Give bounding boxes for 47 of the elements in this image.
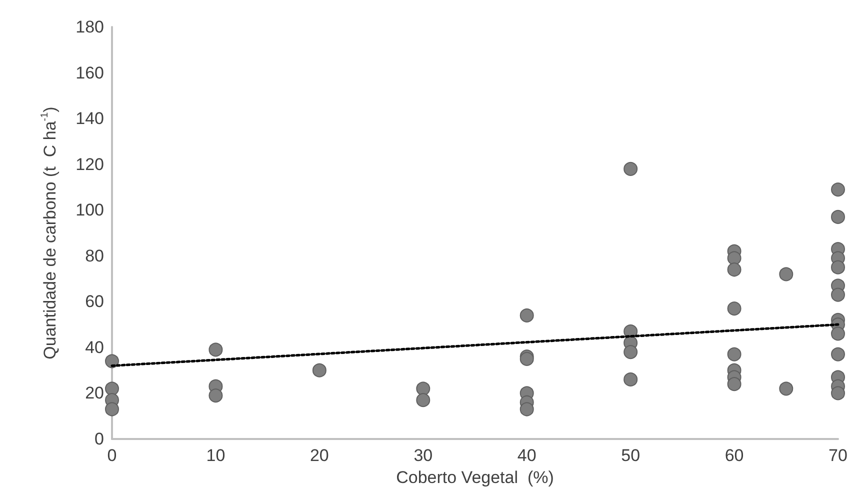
point [727,251,742,266]
x-tick-label: 70 [828,446,848,465]
point [831,210,845,224]
y-tick-label: 120 [76,154,104,174]
point [779,267,794,282]
y-axis-title: Quantidade de carbono (t C ha-1) [40,106,60,360]
y-tick-label: 140 [76,109,104,128]
point [105,382,119,396]
point [831,347,845,362]
point [831,182,845,197]
point [416,382,430,396]
y-tick-label: 60 [85,292,104,312]
point [208,342,223,357]
y-tick-label: 0 [94,430,104,448]
y-tick-label: 180 [76,18,104,36]
x-tick-label: 60 [724,446,744,465]
point [105,402,119,416]
y-tick-label: 80 [85,246,104,266]
point [105,354,119,368]
point [831,386,845,400]
point [779,382,794,396]
y-tick-label: 160 [76,63,104,82]
x-tick-label: 0 [107,446,117,465]
x-tick-label: 10 [206,446,226,465]
point [624,162,638,176]
point [624,345,638,360]
point [727,302,742,316]
point [727,262,742,277]
point [831,260,845,274]
x-axis-title: Coberto Vegetal (%) [396,468,554,487]
point [727,377,742,392]
point [624,372,638,386]
point [831,326,845,341]
x-tick-label: 20 [310,446,329,465]
y-tick-label: 40 [85,338,104,357]
y-tick-label: 100 [76,200,104,220]
point [416,393,430,408]
x-tick-label: 50 [621,446,640,465]
point [727,347,742,362]
point [831,288,845,302]
y-tick-label: 20 [85,384,104,403]
point [520,402,534,416]
x-tick-label: 30 [414,446,433,465]
x-tick-label: 40 [517,446,536,465]
point [312,363,326,378]
point [520,308,534,322]
point [208,388,223,403]
